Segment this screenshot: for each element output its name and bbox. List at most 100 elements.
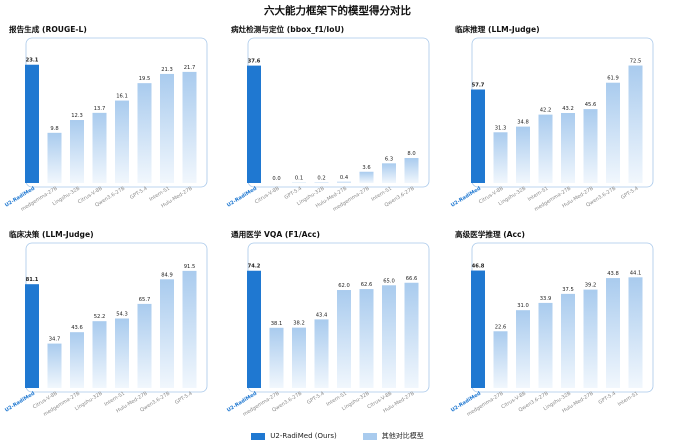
category-label: U2-RadiMed — [4, 390, 36, 413]
chart-title: 病灶检测与定位 (bbox_f1/IoU) — [231, 25, 345, 34]
chart-title: 临床决策 (LLM-Judge) — [9, 230, 94, 239]
bar — [292, 327, 306, 388]
category-label: Citrus-V-8B — [254, 185, 281, 205]
data-label: 43.8 — [607, 271, 619, 277]
bar — [115, 100, 129, 183]
data-label: 21.3 — [161, 67, 173, 73]
bar-ours — [25, 284, 39, 388]
data-label: 38.2 — [293, 321, 305, 327]
data-label: 38.1 — [271, 321, 283, 327]
data-label: 62.6 — [361, 282, 373, 288]
bar — [382, 163, 396, 183]
data-label: 46.8 — [472, 264, 485, 270]
data-label: 34.8 — [517, 120, 529, 126]
legend: U2-RadiMed (Ours) 其他对比模型 — [0, 431, 675, 441]
bar — [337, 290, 351, 388]
data-label: 31.3 — [495, 125, 507, 131]
bar-chart: 81.1U2-RadiMed34.7Citrus-V-8B43.6medgemm… — [4, 242, 208, 418]
bar — [269, 327, 284, 388]
bar-chart: 57.7U2-RadiMed31.3Citrus-V-8B34.8Lingshu… — [450, 37, 654, 213]
data-label: 42.2 — [540, 108, 552, 114]
bar — [359, 171, 374, 183]
data-label: 65.0 — [383, 278, 395, 284]
bar — [337, 181, 351, 183]
chart-title: 临床推理 (LLM-Judge) — [455, 25, 540, 34]
data-label: 45.6 — [585, 102, 597, 108]
data-label: 52.2 — [94, 314, 106, 320]
bar-chart: 23.1U2-RadiMed9.8medgemma-27B12.3Lingshu… — [4, 37, 208, 213]
bar — [70, 332, 84, 388]
data-label: 57.7 — [472, 83, 485, 89]
chart-panel: 报告生成 (ROUGE-L) 23.1 U2-RadiMed 9.8 medgemma-… — [4, 24, 215, 213]
bar — [628, 277, 643, 388]
bar — [628, 65, 643, 183]
data-label: 37.5 — [562, 287, 574, 293]
category-label: U2-RadiMed — [226, 185, 258, 208]
chart-panel: 高级医学推理 (Acc) 46.8 U2-RadiMed 22.6 medgemma-2… — [450, 229, 661, 418]
data-label: 13.7 — [94, 106, 106, 112]
bar — [47, 132, 62, 183]
data-label: 16.1 — [116, 94, 128, 100]
bar — [314, 182, 329, 183]
legend-swatch-ours — [251, 432, 266, 440]
data-label: 33.9 — [540, 296, 552, 302]
bar — [404, 282, 419, 388]
data-label: 43.4 — [316, 312, 328, 318]
bar-ours — [247, 65, 261, 183]
bar — [137, 303, 152, 388]
data-label: 6.3 — [385, 156, 393, 162]
chart-frame — [247, 37, 430, 188]
data-label: 44.1 — [630, 270, 642, 276]
legend-label-other: 其他对比模型 — [381, 432, 424, 440]
data-label: 54.3 — [116, 311, 128, 317]
legend-swatch-other — [362, 432, 377, 440]
bar — [583, 109, 598, 183]
chart-panel: 通用医学 VQA (F1/Acc) 74.2 U2-RadiMed 38.1 medge… — [226, 229, 437, 418]
data-label: 9.8 — [50, 126, 58, 132]
bar — [561, 293, 575, 388]
bar — [182, 270, 197, 388]
bar — [606, 278, 620, 388]
data-label: 0.0 — [272, 176, 280, 182]
data-label: 34.7 — [49, 337, 61, 343]
data-label: 65.7 — [139, 297, 151, 303]
data-label: 37.6 — [248, 59, 261, 65]
legend-item-other: 其他对比模型 — [362, 431, 424, 441]
category-label: U2-RadiMed — [450, 185, 482, 208]
chart-panel: 临床推理 (LLM-Judge) 57.7 U2-RadiMed 31.3 Citrus… — [450, 24, 661, 213]
category-label: GPT-5.4 — [598, 391, 618, 406]
bar — [314, 319, 329, 388]
bar — [516, 126, 530, 183]
bar-chart: 74.2U2-RadiMed38.1medgemma-27B38.2Qwen3.… — [226, 242, 430, 418]
category-label: GPT-5.4 — [129, 186, 149, 201]
bar — [70, 120, 84, 183]
bar — [583, 289, 598, 388]
data-label: 84.9 — [161, 272, 173, 278]
legend-label-ours: U2-RadiMed (Ours) — [270, 432, 337, 440]
data-label: 61.9 — [607, 76, 619, 82]
bar — [92, 321, 107, 388]
bar-chart: 37.6U2-RadiMed0.0Citrus-V-8B0.1GPT-5.40.… — [226, 37, 430, 213]
data-label: 39.2 — [585, 283, 597, 289]
category-label: GPT-5.4 — [620, 186, 640, 201]
data-label: 0.2 — [317, 175, 325, 181]
bar-chart: 46.8U2-RadiMed22.6medgemma-27B31.0Citrus… — [450, 242, 654, 418]
data-label: 43.2 — [562, 106, 574, 112]
chart-panel: 病灶检测与定位 (bbox_f1/IoU) 37.6 U2-RadiMed 0.0 Ci… — [226, 24, 437, 213]
bar — [160, 73, 174, 183]
bar — [516, 310, 530, 388]
category-label: GPT-5.4 — [174, 391, 194, 406]
data-label: 62.0 — [338, 283, 350, 289]
bar-ours — [25, 64, 39, 183]
data-label: 3.6 — [362, 165, 370, 171]
bar — [538, 302, 553, 388]
data-label: 43.6 — [71, 325, 83, 331]
bar — [359, 289, 374, 388]
bar — [137, 83, 152, 183]
bar — [115, 318, 129, 388]
chart-title: 报告生成 (ROUGE-L) — [9, 25, 87, 34]
data-label: 8.0 — [407, 151, 415, 157]
category-label: GPT-5.4 — [306, 391, 326, 406]
chart-title: 通用医学 VQA (F1/Acc) — [231, 230, 320, 239]
bar — [404, 158, 419, 183]
